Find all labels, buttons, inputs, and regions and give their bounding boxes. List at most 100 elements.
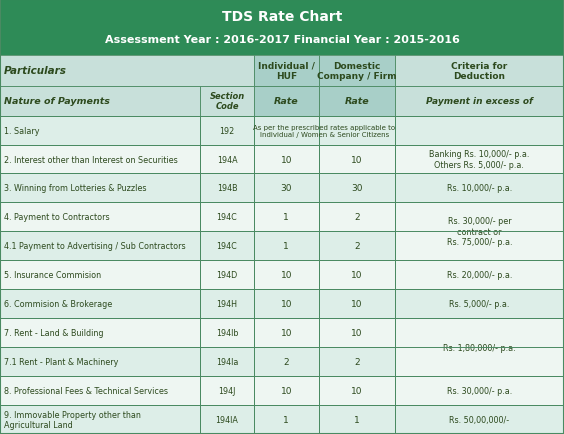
Text: 7. Rent - Land & Building: 7. Rent - Land & Building bbox=[4, 329, 103, 337]
Bar bbox=[200, 261, 254, 289]
Bar bbox=[0, 203, 200, 232]
Bar bbox=[254, 347, 319, 376]
Bar bbox=[395, 116, 564, 145]
Bar bbox=[254, 174, 319, 203]
Bar bbox=[254, 261, 319, 289]
Text: 10: 10 bbox=[351, 155, 363, 164]
Text: Section
Code: Section Code bbox=[209, 92, 245, 111]
Bar bbox=[200, 376, 254, 405]
Bar bbox=[395, 289, 564, 319]
Bar bbox=[254, 203, 319, 232]
Bar bbox=[254, 319, 319, 347]
Bar bbox=[395, 203, 564, 232]
Bar bbox=[254, 289, 319, 319]
Text: 1: 1 bbox=[354, 415, 360, 424]
Bar bbox=[395, 376, 564, 405]
Bar bbox=[319, 56, 395, 87]
Bar bbox=[254, 203, 319, 232]
Bar bbox=[0, 261, 200, 289]
Bar bbox=[200, 145, 254, 174]
Bar bbox=[254, 116, 319, 145]
Bar bbox=[254, 376, 319, 405]
Text: 10: 10 bbox=[351, 386, 363, 395]
Bar bbox=[319, 347, 395, 376]
Bar bbox=[319, 261, 395, 289]
Text: Domestic
Company / Firm: Domestic Company / Firm bbox=[317, 62, 396, 81]
Bar bbox=[254, 289, 319, 319]
Bar bbox=[254, 145, 319, 174]
Bar bbox=[319, 232, 395, 261]
Bar bbox=[319, 347, 395, 376]
Text: 10: 10 bbox=[280, 155, 292, 164]
Text: 10: 10 bbox=[351, 271, 363, 279]
Text: 8. Professional Fees & Technical Services: 8. Professional Fees & Technical Service… bbox=[4, 386, 168, 395]
Bar bbox=[254, 232, 319, 261]
Bar bbox=[0, 145, 200, 174]
Bar bbox=[319, 261, 395, 289]
Bar bbox=[319, 203, 395, 232]
Text: 1: 1 bbox=[283, 415, 289, 424]
Text: 10: 10 bbox=[351, 299, 363, 309]
Text: Banking Rs. 10,000/- p.a.
Others Rs. 5,000/- p.a.: Banking Rs. 10,000/- p.a. Others Rs. 5,0… bbox=[429, 150, 530, 169]
Bar bbox=[395, 319, 564, 347]
Bar bbox=[395, 87, 564, 116]
Bar bbox=[395, 347, 564, 376]
Bar bbox=[0, 289, 200, 319]
Bar bbox=[319, 87, 395, 116]
Bar bbox=[395, 261, 564, 289]
Bar bbox=[319, 319, 395, 347]
Text: 4. Payment to Contractors: 4. Payment to Contractors bbox=[4, 213, 109, 222]
Bar bbox=[395, 347, 564, 376]
Bar bbox=[0, 174, 200, 203]
Bar bbox=[200, 289, 254, 319]
Text: 10: 10 bbox=[280, 299, 292, 309]
Bar bbox=[0, 203, 200, 232]
Text: Rs. 30,000/- p.a.: Rs. 30,000/- p.a. bbox=[447, 386, 512, 395]
Bar bbox=[395, 56, 564, 87]
Bar bbox=[254, 87, 319, 116]
Bar bbox=[0, 116, 200, 145]
Bar bbox=[319, 405, 395, 434]
Text: 30: 30 bbox=[351, 184, 363, 193]
Text: 194C: 194C bbox=[217, 242, 237, 251]
Bar bbox=[200, 116, 254, 145]
Text: 4.1 Payment to Advertising / Sub Contractors: 4.1 Payment to Advertising / Sub Contrac… bbox=[4, 242, 186, 251]
Text: Rate: Rate bbox=[274, 97, 298, 106]
Text: 194C: 194C bbox=[217, 213, 237, 222]
Bar bbox=[200, 289, 254, 319]
Bar bbox=[395, 145, 564, 174]
Bar bbox=[395, 203, 564, 261]
Bar bbox=[200, 232, 254, 261]
Text: 194IA: 194IA bbox=[215, 415, 239, 424]
Bar bbox=[200, 347, 254, 376]
Bar bbox=[200, 405, 254, 434]
Text: 9. Immovable Property other than
Agricultural Land: 9. Immovable Property other than Agricul… bbox=[4, 410, 141, 429]
Bar bbox=[395, 116, 564, 145]
Text: 2. Interest other than Interest on Securities: 2. Interest other than Interest on Secur… bbox=[4, 155, 178, 164]
Text: Payment in excess of: Payment in excess of bbox=[426, 97, 533, 106]
Bar bbox=[0, 116, 200, 145]
Bar bbox=[200, 319, 254, 347]
Text: Rs. 10,000/- p.a.: Rs. 10,000/- p.a. bbox=[447, 184, 512, 193]
Bar bbox=[200, 145, 254, 174]
Bar bbox=[254, 319, 319, 347]
Text: 1: 1 bbox=[283, 242, 289, 251]
Bar bbox=[319, 174, 395, 203]
Bar bbox=[200, 232, 254, 261]
Bar bbox=[254, 376, 319, 405]
Text: Rs. 1,80,000/- p.a.: Rs. 1,80,000/- p.a. bbox=[443, 343, 515, 352]
Bar bbox=[0, 405, 200, 434]
Bar bbox=[254, 116, 319, 145]
Bar bbox=[395, 203, 564, 232]
Bar bbox=[0, 261, 200, 289]
Text: 5. Insurance Commision: 5. Insurance Commision bbox=[4, 271, 101, 279]
Bar bbox=[254, 405, 319, 434]
Bar bbox=[319, 116, 395, 145]
Bar bbox=[0, 145, 200, 174]
Bar bbox=[395, 289, 564, 319]
Bar bbox=[0, 56, 254, 87]
Text: Rs. 50,00,000/-: Rs. 50,00,000/- bbox=[450, 415, 509, 424]
Bar bbox=[319, 232, 395, 261]
Text: 1. Salary: 1. Salary bbox=[4, 126, 39, 135]
Bar bbox=[319, 145, 395, 174]
